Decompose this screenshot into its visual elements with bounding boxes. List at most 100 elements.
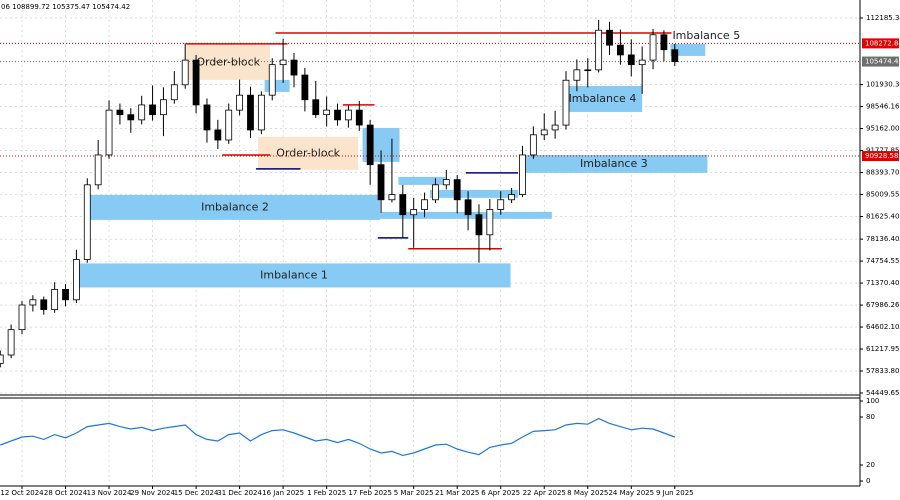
- candle-body: [7, 329, 15, 356]
- x-tick-label: 29 Nov 2024: [130, 489, 175, 497]
- zone: [430, 189, 519, 198]
- zone: [77, 263, 511, 288]
- candle-body: [160, 99, 167, 116]
- y-tick-label: 85009.55: [866, 191, 899, 199]
- candle-body: [453, 179, 461, 201]
- candle-body: [334, 109, 341, 121]
- zone: [186, 44, 271, 80]
- x-tick-label: 13 Nov 2024: [87, 489, 132, 497]
- zone: [562, 85, 643, 112]
- candle-body: [519, 154, 526, 195]
- price-label-box: [862, 56, 899, 67]
- candle-body: [290, 59, 298, 76]
- zone-label: Imbalance 4: [569, 92, 637, 105]
- zone: [520, 154, 708, 173]
- x-tick-label: 22 Apr 2025: [523, 489, 566, 497]
- price-label: 105474.42: [865, 58, 900, 66]
- candle-body: [279, 59, 287, 66]
- candle-body: [73, 259, 80, 301]
- candle-body: [312, 99, 320, 116]
- candle-body: [29, 299, 37, 306]
- zone-label: Imbalance 1: [260, 268, 328, 281]
- candle-body: [323, 109, 331, 116]
- y-tick-label: 80: [866, 413, 875, 421]
- candle-body: [127, 114, 135, 121]
- zone-label: Imbalance 3: [580, 157, 648, 170]
- y-tick-label: 74754.55: [866, 257, 899, 265]
- candle-body: [192, 59, 200, 106]
- candle-body: [366, 124, 374, 166]
- price-label-box: [862, 151, 899, 162]
- zone: [379, 211, 552, 219]
- zone: [264, 79, 290, 92]
- candle-body: [660, 34, 668, 51]
- x-tick-label: 6 Apr 2025: [481, 489, 520, 497]
- zones: Imbalance 1 Imbalance 2 Imbalance 3 Imbalan…: [77, 29, 740, 288]
- candle-body: [116, 109, 124, 116]
- candle-body: [638, 59, 646, 66]
- zone-label: Imbalance 5: [672, 29, 740, 42]
- candle-body: [214, 129, 222, 141]
- zone: [670, 43, 706, 56]
- y-tick-label: 101930.30: [866, 81, 900, 89]
- candle-body: [257, 94, 265, 131]
- x-tick-label: 16 Jan 2025: [262, 489, 304, 497]
- candle-body: [388, 194, 396, 201]
- price-label: 90928.58: [865, 152, 898, 160]
- x-tick-label: 12 Oct 2024: [0, 489, 44, 497]
- candle-body: [617, 44, 624, 56]
- y-tick-label: 88393.70: [866, 169, 899, 177]
- candle-body: [268, 64, 276, 96]
- candle-body: [562, 79, 570, 126]
- candle-body: [551, 124, 559, 131]
- candle-body: [671, 49, 679, 62]
- y-tick-label: 112185.34: [866, 14, 900, 22]
- zone: [398, 176, 446, 185]
- y-tick-label: 64602.10: [866, 323, 899, 331]
- y-tick-label: 61217.95: [866, 345, 899, 353]
- candle-body: [573, 69, 581, 81]
- candle-body: [410, 209, 418, 216]
- x-tick-label: 5 Mar 2025: [394, 489, 434, 497]
- y-tick-label: 20: [866, 461, 875, 469]
- candle-body: [203, 104, 211, 131]
- candle-body: [595, 29, 603, 71]
- zone: [258, 136, 359, 170]
- zone: [90, 194, 380, 220]
- y-tick-label: 71370.40: [866, 279, 899, 287]
- candle-body: [399, 194, 407, 216]
- header: 06 108899.72 105375.47 105474.42: [1, 3, 130, 11]
- x-tick-label: 17 Feb 2025: [348, 489, 392, 497]
- candle-body: [170, 84, 178, 101]
- x-tick-label: 21 Mar 2025: [435, 489, 479, 497]
- candle-body: [181, 59, 189, 86]
- candle-body: [225, 109, 233, 141]
- y-tick-label: 67986.26: [866, 301, 900, 309]
- candle-body: [486, 209, 494, 236]
- candle-body: [432, 184, 439, 201]
- candle-body: [540, 129, 548, 136]
- x-tick-label: 24 May 2025: [608, 489, 654, 497]
- candle-body: [236, 94, 244, 111]
- candle-body: [584, 69, 592, 72]
- y-tick-label: 91777.85: [866, 147, 899, 155]
- candle-body: [421, 199, 428, 210]
- candle-body: [497, 199, 505, 210]
- candles: [0, 19, 679, 368]
- candle-body: [606, 29, 613, 46]
- y-tick-label: 100: [866, 397, 879, 405]
- y-tick-label: 95162.00: [866, 125, 899, 133]
- y-tick-label: 57833.80: [866, 367, 899, 375]
- y-tick-label: 98546.16: [866, 103, 900, 111]
- x-tick-label: 1 Feb 2025: [307, 489, 346, 497]
- indicator-line: [0, 417, 676, 457]
- x-tick-label: 31 Dec 2024: [217, 489, 262, 497]
- y-tick-label: 81625.40: [866, 212, 899, 220]
- candle-body: [0, 354, 4, 364]
- candle-body: [138, 104, 146, 121]
- y-tick-label: 54449.65: [866, 389, 899, 397]
- price-label: 108272.88: [865, 39, 900, 47]
